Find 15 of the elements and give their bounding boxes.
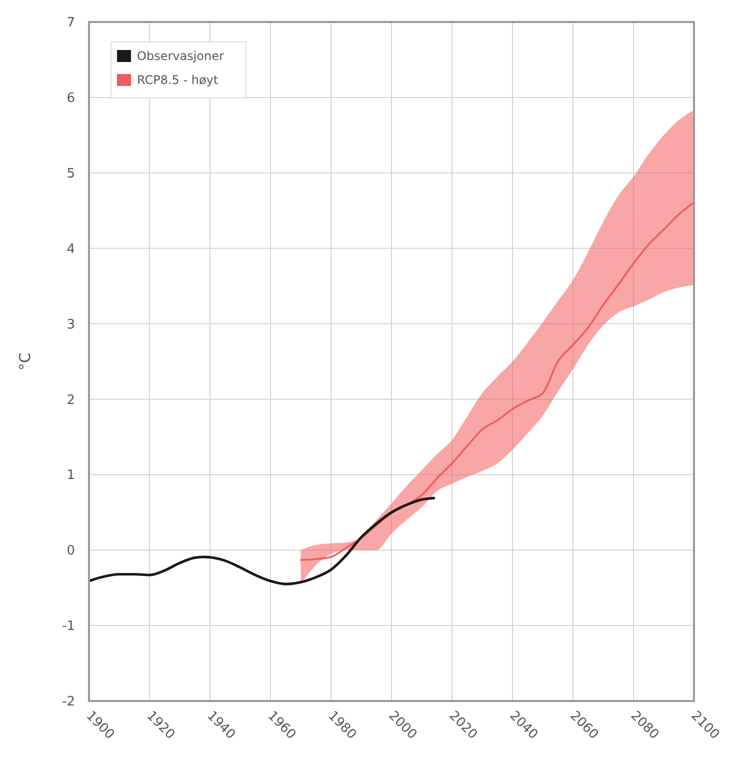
y-tick-label: 7 [66,16,75,31]
y-tick-label: -2 [62,694,75,710]
legend-label: RCP8.5 - høyt [137,73,218,88]
legend-label: Observasjoner [137,49,224,64]
y-tick-label: 4 [66,242,75,257]
y-tick-label: -1 [62,619,75,634]
line-series [300,201,694,561]
y-tick-label: 1 [66,468,75,484]
y-tick-label: 6 [66,90,75,106]
y-axis-title: °C [16,352,34,370]
y-tick-label: 2 [66,392,75,408]
y-tick-label: 0 [66,544,75,559]
line-series [89,496,436,586]
y-tick-label: 3 [66,317,75,332]
y-tick-label: 5 [66,166,75,182]
